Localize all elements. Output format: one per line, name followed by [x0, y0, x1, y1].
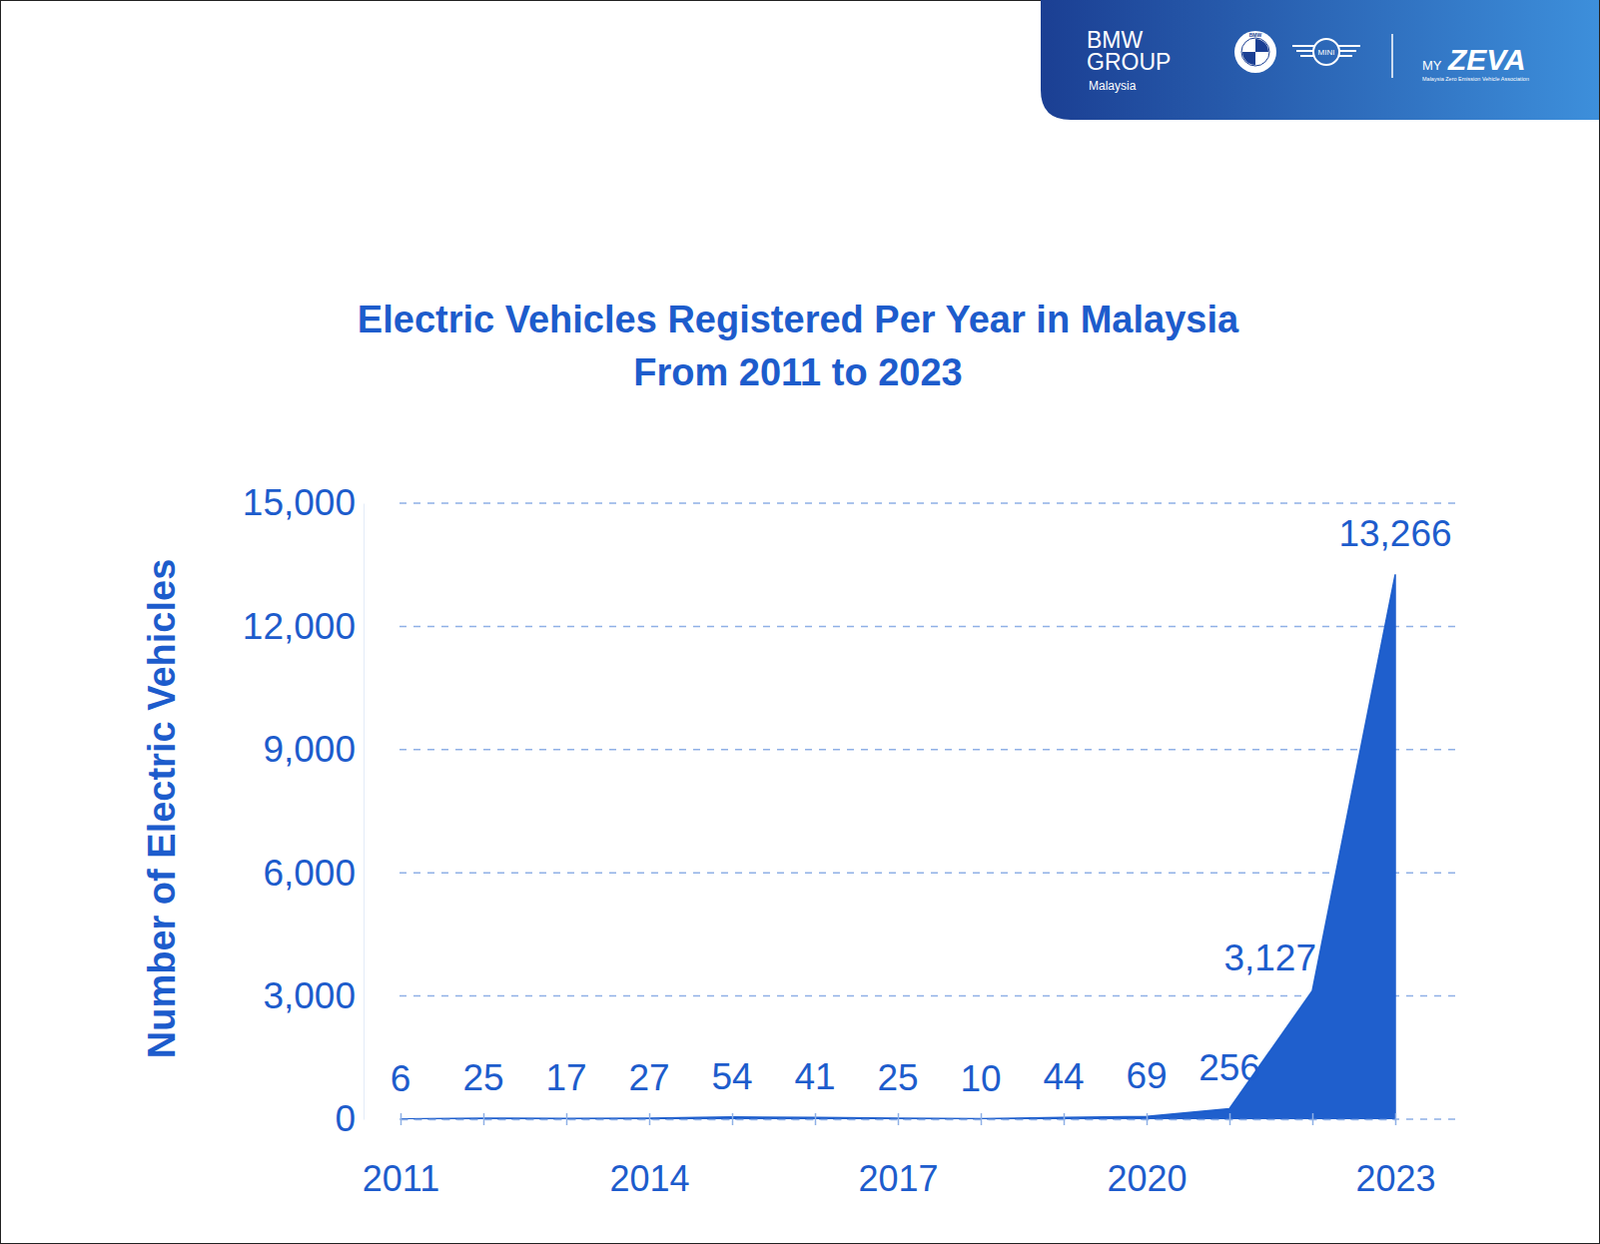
x-tick: 2020	[1106, 1113, 1187, 1200]
x-tick	[566, 1113, 568, 1126]
y-tick: 9,000	[262, 729, 364, 771]
x-tick	[1312, 1113, 1314, 1126]
mini-text: MINI	[1318, 47, 1336, 57]
y-tick: 15,000	[242, 482, 364, 524]
data-label: 6	[390, 1058, 412, 1100]
header-logos: BMWGROUPMalaysiaBMWMINIMYZEVAMalaysia Ze…	[1086, 26, 1530, 93]
data-label: 25	[462, 1057, 504, 1099]
roundel-outer	[1234, 30, 1277, 73]
chart-title: Electric Vehicles Registered Per Year in…	[357, 298, 1240, 341]
y-axis-title: Number of Electric Vehicles	[140, 559, 183, 1060]
x-tick	[1063, 1113, 1065, 1126]
x-tick-mark	[814, 1113, 817, 1126]
data-label: 69	[1125, 1055, 1167, 1097]
roundel-quadrants	[1242, 38, 1269, 65]
grid-line	[399, 502, 1458, 505]
x-tick-mark	[1395, 1113, 1398, 1126]
x-tick-mark	[483, 1113, 486, 1126]
x-axis: 2011 2014 2017 2020 2023	[362, 1113, 1437, 1200]
x-tick-mark	[1312, 1113, 1315, 1126]
x-tick	[1229, 1113, 1231, 1126]
y-tick-label: 9,000	[262, 729, 356, 771]
zeva-prefix: MY	[1422, 57, 1443, 73]
x-tick-label: 2011	[362, 1158, 440, 1200]
page-frame	[0, 0, 1600, 1244]
y-tick: 0	[334, 1098, 364, 1140]
grid-line	[399, 626, 1458, 629]
data-label: 44	[1042, 1056, 1084, 1098]
x-tick-mark	[897, 1113, 900, 1126]
chart-canvas: BMWGROUPMalaysiaBMWMINIMYZEVAMalaysia Ze…	[0, 0, 1600, 1244]
y-tick-label: 6,000	[262, 852, 356, 894]
x-tick	[483, 1113, 485, 1126]
x-tick-label: 2014	[609, 1158, 690, 1200]
mini-circle	[1313, 38, 1340, 65]
y-tick: 3,000	[262, 975, 364, 1017]
mini-wings	[1292, 45, 1361, 56]
x-tick-mark	[732, 1113, 735, 1126]
grid-line	[399, 871, 1458, 874]
y-tick-label: 15,000	[242, 482, 356, 524]
x-tick-mark	[400, 1113, 403, 1126]
data-label: 17	[545, 1057, 587, 1099]
data-label: 13,266	[1338, 513, 1452, 555]
data-labels: 6 25 17 27 54 41 25 10 44 69 256 3,127 13,266	[390, 513, 1453, 1099]
data-label: 3,127	[1223, 937, 1317, 979]
zeva-name: Malaysia Zero Emission Vehicle Associati…	[1422, 75, 1530, 82]
header-divider	[1391, 33, 1394, 78]
area-series	[400, 574, 1396, 1120]
x-tick: 2011	[362, 1113, 440, 1200]
x-tick-mark	[566, 1113, 569, 1126]
x-tick	[732, 1113, 734, 1126]
y-axis: 0 3,000 6,000 9,000 12,000 15,000	[242, 482, 365, 1140]
data-label: 41	[794, 1056, 835, 1098]
y-tick: 12,000	[242, 606, 364, 648]
x-tick	[814, 1113, 816, 1126]
zeva-text: ZEVA	[1447, 42, 1527, 76]
x-tick-mark	[980, 1113, 983, 1126]
y-axis-line	[363, 504, 365, 1121]
grid-line	[399, 749, 1458, 752]
y-tick: 6,000	[262, 852, 364, 894]
data-label: 27	[628, 1057, 670, 1099]
x-tick: 2017	[857, 1113, 938, 1200]
x-tick-mark	[1146, 1113, 1149, 1126]
roundel-text: BMW	[1249, 31, 1263, 38]
x-tick-label: 2017	[857, 1158, 938, 1200]
data-label: 25	[876, 1057, 918, 1099]
chart-subtitle: From 2011 to 2023	[633, 351, 963, 394]
roundel-ring	[1241, 37, 1270, 66]
data-label: 10	[959, 1058, 1001, 1100]
brand-region: Malaysia	[1088, 78, 1137, 93]
x-tick: 2014	[609, 1113, 690, 1200]
x-tick	[980, 1113, 982, 1126]
y-tick-label: 3,000	[262, 975, 356, 1017]
plot-area	[400, 574, 1396, 1120]
x-tick-mark	[1229, 1113, 1232, 1126]
y-tick-label: 12,000	[242, 606, 356, 648]
x-tick-mark	[649, 1113, 652, 1126]
grid	[399, 503, 1458, 1120]
grid-line	[399, 995, 1458, 998]
header-banner	[1040, 0, 1600, 120]
x-tick-label: 2020	[1106, 1158, 1187, 1200]
x-tick-label: 2023	[1355, 1158, 1436, 1200]
x-tick-mark	[1063, 1113, 1066, 1126]
x-tick: 2023	[1355, 1113, 1436, 1200]
data-label: 256	[1198, 1047, 1261, 1089]
y-tick-label: 0	[334, 1098, 356, 1140]
brand-text: GROUP	[1086, 48, 1171, 75]
data-label: 54	[711, 1056, 753, 1098]
